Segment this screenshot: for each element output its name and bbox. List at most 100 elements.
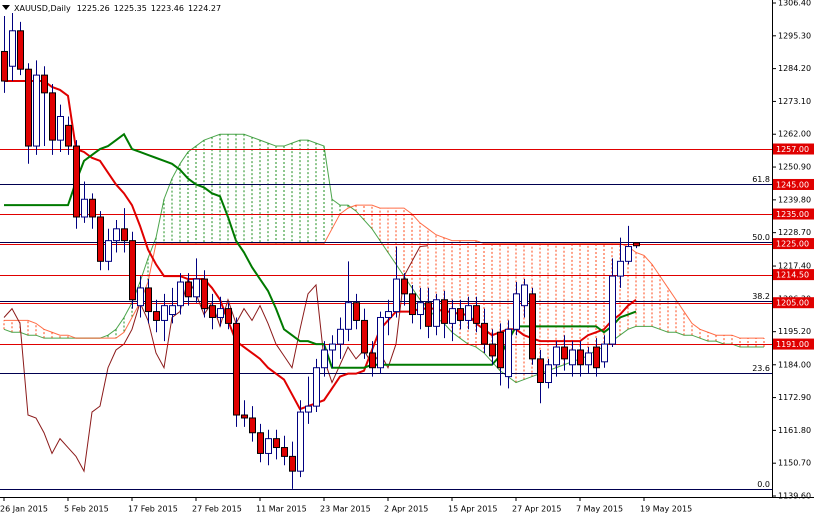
y-tick-label: 1228.70 [778, 228, 811, 237]
candle-body [441, 299, 448, 324]
symbol: XAUUSD,Daily [14, 4, 71, 13]
level-label: 1225.00 [776, 240, 809, 249]
candle-body [521, 284, 528, 307]
fib-label: 38.2 [752, 292, 770, 301]
level-box [773, 338, 814, 350]
fib-label: 23.6 [752, 364, 770, 373]
candle-body [105, 240, 112, 262]
candle-body [1, 50, 8, 82]
fib-label: 0.0 [757, 480, 770, 489]
candle-body [569, 349, 576, 366]
candle-body [433, 299, 440, 327]
candle-body [417, 302, 424, 316]
cloud-edge [4, 204, 764, 339]
candle-body [393, 278, 400, 313]
candle-body [449, 308, 456, 324]
candle-body [465, 305, 472, 321]
cloud-edge [3, 133, 764, 384]
header-low: 1223.46 [151, 4, 184, 13]
candle-body [121, 228, 128, 242]
candle-body [585, 352, 592, 366]
candle-body [65, 124, 72, 147]
candle-body [201, 278, 208, 310]
candle-body [265, 438, 272, 454]
candle-body [553, 346, 560, 366]
candle-body [345, 302, 352, 330]
y-tick-label: 1306.40 [778, 0, 811, 8]
x-tick-label: 19 May 2015 [640, 505, 692, 514]
candle-body [609, 275, 616, 345]
x-tick-label: 5 Feb 2015 [64, 505, 109, 514]
candle-body [305, 405, 312, 413]
candle-body [57, 115, 64, 141]
candle-body [153, 311, 160, 321]
menu-arrow[interactable] [2, 5, 10, 10]
candle-body [273, 438, 280, 449]
candle-body [89, 198, 96, 218]
y-tick-label: 1295.30 [778, 31, 811, 40]
x-tick-label: 27 Apr 2015 [512, 505, 561, 514]
level-label: 1205.00 [776, 299, 809, 308]
candle-body [361, 319, 368, 354]
y-tick-label: 1273.10 [778, 97, 811, 106]
candle-body [225, 308, 232, 324]
candle-body [185, 281, 192, 298]
y-tick-label: 1161.80 [778, 426, 811, 435]
level-box [773, 178, 814, 190]
header-close: 1224.27 [188, 4, 221, 13]
candle-body [161, 305, 168, 321]
candle-body [17, 30, 24, 70]
candle-body [353, 302, 360, 321]
candle-body [137, 287, 144, 307]
candle-body [209, 305, 216, 318]
level-label: 1235.00 [776, 210, 809, 219]
level-label: 1214.50 [776, 271, 809, 280]
y-tick-label: 1184.00 [778, 360, 811, 369]
x-tick-label: 11 Mar 2015 [256, 505, 307, 514]
level-box [773, 143, 814, 155]
y-tick-label: 1217.40 [778, 262, 811, 271]
candle-body [529, 293, 536, 360]
candle-body [577, 349, 584, 366]
y-tick-label: 1250.90 [778, 163, 811, 172]
candle-body [489, 343, 496, 357]
candle-body [473, 305, 480, 324]
candle-body [593, 346, 600, 369]
x-tick-label: 23 Mar 2015 [320, 505, 371, 514]
x-tick-label: 7 May 2015 [576, 505, 623, 514]
level-label: 1245.00 [776, 180, 809, 189]
level-box [773, 297, 814, 309]
candle-body [545, 364, 552, 384]
level-label: 1257.00 [776, 145, 809, 154]
y-tick-label: 1172.90 [778, 393, 811, 402]
candle-body [217, 308, 224, 318]
candle-body [241, 414, 248, 419]
y-tick-label: 1262.00 [778, 130, 811, 139]
candle-body [633, 242, 640, 247]
candle-body [401, 278, 408, 295]
candle-body [49, 92, 56, 141]
candle-body [233, 322, 240, 416]
candle-body [409, 293, 416, 316]
candle-body [625, 246, 632, 262]
y-tick-label: 1239.80 [778, 195, 811, 204]
fib-label: 61.8 [752, 175, 770, 184]
y-tick-label: 1139.60 [778, 492, 811, 501]
candle-body [9, 30, 16, 67]
candle-body [321, 349, 328, 369]
candle-body [113, 228, 120, 242]
candle-body [369, 352, 376, 369]
x-tick-label: 26 Jan 2015 [0, 505, 48, 514]
candle-body [505, 328, 512, 378]
candle-body [289, 455, 296, 472]
candle-body [617, 260, 624, 277]
candle-body [41, 74, 48, 94]
candle-body [313, 367, 320, 407]
candle-body [97, 216, 104, 262]
header-high: 1225.35 [114, 4, 147, 13]
candle-body [169, 305, 176, 316]
candle-body [497, 331, 504, 369]
chart-header: XAUUSD,Daily 1225.26 1225.35 1223.46 1224.27 [14, 4, 221, 13]
